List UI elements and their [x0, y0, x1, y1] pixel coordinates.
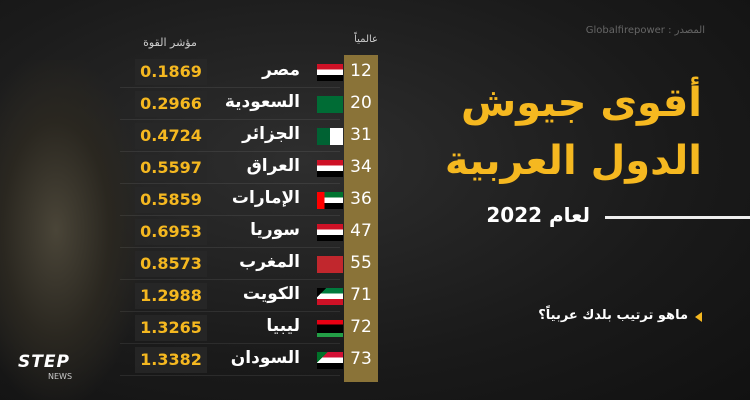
table-row: 1.3265 ليبيا 72 [0, 313, 380, 344]
source-label: المصدر : Globalfirepower [585, 25, 705, 36]
logo-sub: NEWS [48, 372, 73, 381]
soldier-image [0, 60, 140, 400]
country-name: مصر [262, 60, 300, 80]
power-index: 1.3265 [135, 315, 207, 341]
world-rank: 73 [350, 349, 372, 369]
rank-header: عالمياً [354, 34, 378, 45]
country-name: المغرب [239, 252, 300, 272]
power-index: 1.2988 [135, 283, 207, 309]
world-rank: 20 [350, 93, 372, 113]
world-rank: 55 [350, 253, 372, 273]
index-header: مؤشر القوة [143, 36, 197, 49]
power-index: 0.2966 [135, 91, 207, 117]
power-index: 0.6953 [135, 219, 207, 245]
row-divider [120, 279, 340, 280]
flag-sudan-icon [317, 352, 343, 369]
triangle-icon [695, 312, 702, 322]
question-text: ماهو ترتيب بلدك عربياً؟ [538, 308, 688, 323]
flag-morocco-icon [317, 256, 343, 273]
world-rank: 31 [350, 125, 372, 145]
power-index: 0.1869 [135, 59, 207, 85]
country-name: العراق [246, 156, 300, 176]
country-name: السودان [230, 348, 300, 368]
logo: STEP [18, 352, 70, 372]
power-index: 1.3382 [135, 347, 207, 373]
country-name: الإمارات [231, 188, 300, 208]
table-row: 0.4724 الجزائر 31 [0, 121, 380, 152]
power-index: 0.8573 [135, 251, 207, 277]
world-rank: 47 [350, 221, 372, 241]
row-divider [120, 247, 340, 248]
country-name: سوريا [250, 220, 300, 240]
power-index: 0.4724 [135, 123, 207, 149]
row-divider [120, 151, 340, 152]
country-name: الكويت [242, 284, 300, 304]
flag-iraq-icon [317, 160, 343, 177]
world-rank: 71 [350, 285, 372, 305]
flag-algeria-icon [317, 128, 343, 145]
year-label: لعام 2022 [486, 203, 590, 227]
world-rank: 12 [350, 61, 372, 81]
world-rank: 72 [350, 317, 372, 337]
flag-uae-icon [317, 192, 343, 209]
flag-kuwait-icon [317, 288, 343, 305]
flag-saudi-icon [317, 96, 343, 113]
table-row: 0.2966 السعودية 20 [0, 89, 380, 120]
power-index: 0.5859 [135, 187, 207, 213]
row-divider [120, 375, 340, 376]
power-index: 0.5597 [135, 155, 207, 181]
table-row: 1.3382 السودان 73 [0, 345, 380, 376]
title-line-2: الدول العربية [444, 138, 702, 184]
table-row: 0.6953 سوريا 47 [0, 217, 380, 248]
flag-syria-icon [317, 224, 343, 241]
row-divider [120, 215, 340, 216]
row-divider [120, 343, 340, 344]
title-line-1: أقوى جيوش [461, 80, 702, 126]
table-row: 0.1869 مصر 12 [0, 57, 380, 88]
table-row: 0.5859 الإمارات 36 [0, 185, 380, 216]
rank-column-bar [344, 55, 378, 382]
flag-libya-icon [317, 320, 343, 337]
row-divider [120, 311, 340, 312]
country-name: الجزائر [242, 124, 300, 144]
divider [605, 216, 750, 219]
row-divider [120, 183, 340, 184]
flag-egypt-icon [317, 64, 343, 81]
row-divider [120, 87, 340, 88]
table-row: 1.2988 الكويت 71 [0, 281, 380, 312]
country-name: السعودية [224, 92, 300, 112]
country-name: ليبيا [266, 316, 300, 336]
row-divider [120, 119, 340, 120]
table-row: 0.5597 العراق 34 [0, 153, 380, 184]
world-rank: 36 [350, 189, 372, 209]
world-rank: 34 [350, 157, 372, 177]
table-row: 0.8573 المغرب 55 [0, 249, 380, 280]
